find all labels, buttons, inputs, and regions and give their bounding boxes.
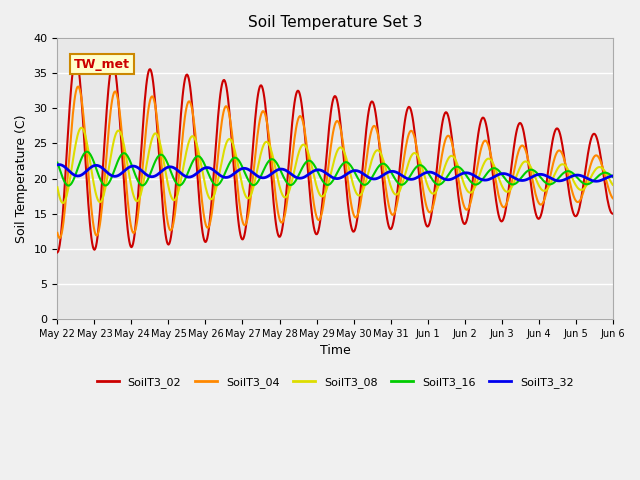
Text: TW_met: TW_met [74,58,130,71]
Legend: SoilT3_02, SoilT3_04, SoilT3_08, SoilT3_16, SoilT3_32: SoilT3_02, SoilT3_04, SoilT3_08, SoilT3_… [92,372,578,392]
Y-axis label: Soil Temperature (C): Soil Temperature (C) [15,114,28,243]
X-axis label: Time: Time [319,344,351,357]
Title: Soil Temperature Set 3: Soil Temperature Set 3 [248,15,422,30]
